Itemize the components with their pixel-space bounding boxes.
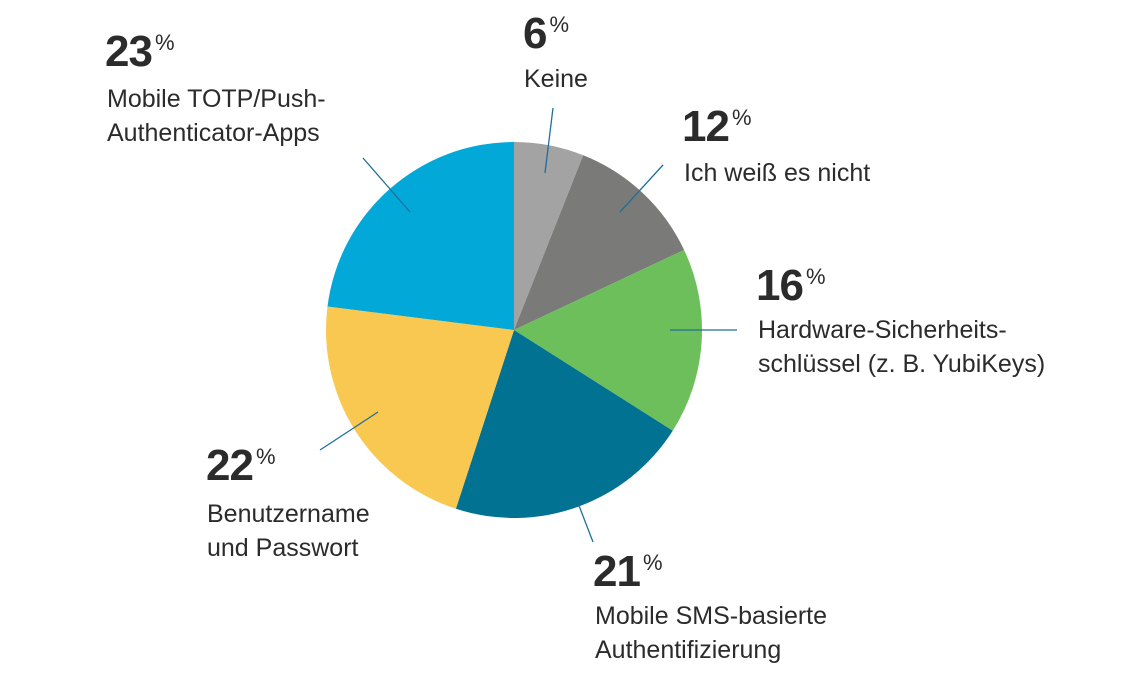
- pie-slice-keine: [514, 142, 584, 330]
- pct-mobile-totp-value: 23: [105, 27, 153, 76]
- pie-slice-mobile-totp: [327, 142, 514, 330]
- label-benutzername-line-2: und Passwort: [207, 534, 359, 562]
- pie-slice-mobile-sms: [455, 330, 673, 519]
- percent-sign: %: [549, 12, 570, 37]
- percent-sign: %: [731, 105, 752, 130]
- label-keine-line: Keine: [524, 65, 588, 93]
- pie-slice-hardware-sicherheitsschluessel: [514, 249, 703, 431]
- leader-line-benutzername-passwort: [319, 411, 379, 451]
- label-benutzername-line-1: Benutzername: [207, 500, 370, 528]
- percent-sign: %: [805, 264, 826, 289]
- pct-hardware: 16%: [756, 264, 826, 308]
- label-mobile-totp-line-1: Mobile TOTP/Push-: [107, 85, 326, 113]
- pct-keine-value: 6: [523, 9, 548, 58]
- label-keine: Keine: [524, 62, 588, 96]
- pct-benutzername: 22%: [206, 444, 276, 488]
- percent-sign: %: [255, 444, 276, 469]
- pie-slice-benutzername-passwort: [325, 306, 514, 509]
- pct-ich-weiss-es-nicht: 12%: [682, 105, 752, 149]
- pct-benutzername-value: 22: [206, 441, 254, 490]
- pct-mobile-totp: 23%: [105, 30, 175, 74]
- pct-ich-weiss-value: 12: [682, 102, 730, 151]
- leader-line-ich-weiss-es-nicht: [619, 164, 664, 213]
- label-mobile-sms: Mobile SMS-basierte Authentifizierung: [595, 599, 827, 667]
- leader-line-keine: [544, 107, 554, 174]
- pct-keine: 6%: [523, 12, 569, 56]
- label-hardware-line-1: Hardware-Sicherheits-: [758, 316, 1007, 344]
- label-ich-weiss-es-nicht: Ich weiß es nicht: [684, 156, 870, 190]
- pie-slice-ich-weiss-es-nicht: [514, 155, 685, 330]
- label-mobile-sms-line-1: Mobile SMS-basierte: [595, 602, 828, 630]
- percent-sign: %: [642, 550, 663, 575]
- label-benutzername: Benutzername und Passwort: [207, 497, 370, 565]
- label-hardware: Hardware-Sicherheits- schlüssel (z. B. Y…: [758, 313, 1045, 381]
- pct-mobile-sms-value: 21: [593, 547, 641, 596]
- percent-sign: %: [154, 30, 175, 55]
- label-mobile-sms-line-2: Authentifizierung: [595, 636, 782, 664]
- pct-mobile-sms: 21%: [593, 550, 663, 594]
- label-mobile-totp: Mobile TOTP/Push- Authenticator-Apps: [107, 82, 326, 150]
- leader-line-mobile-totp: [362, 157, 411, 213]
- pct-hardware-value: 16: [756, 261, 804, 310]
- leader-line-mobile-sms: [577, 502, 594, 543]
- label-ich-weiss-line: Ich weiß es nicht: [684, 159, 871, 187]
- label-mobile-totp-line-2: Authenticator-Apps: [107, 119, 320, 147]
- label-hardware-line-2: schlüssel (z. B. YubiKeys): [758, 350, 1046, 378]
